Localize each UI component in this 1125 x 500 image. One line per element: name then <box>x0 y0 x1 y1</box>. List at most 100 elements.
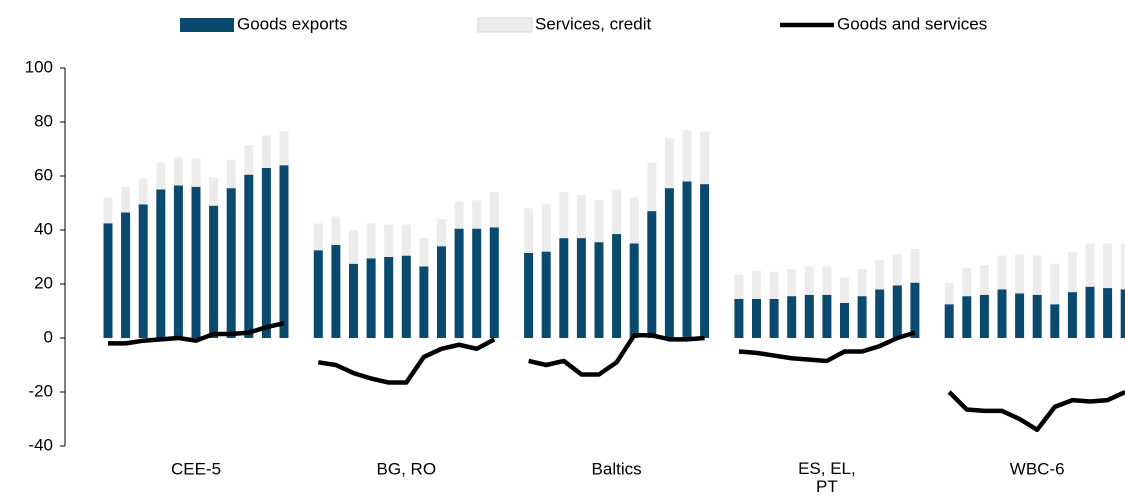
bar-segment <box>366 258 376 338</box>
bar-segment <box>279 131 289 166</box>
bar-segment <box>524 208 534 253</box>
bar-segment <box>401 255 411 338</box>
bar-segment <box>594 242 604 338</box>
bar-segment <box>1085 286 1095 338</box>
legend-swatch <box>477 17 533 33</box>
bar-segment <box>524 252 534 338</box>
bar-segment <box>366 223 376 259</box>
bar-segment <box>892 254 902 286</box>
bar-segment <box>559 192 569 239</box>
bar-segment <box>559 238 569 338</box>
line-series <box>108 320 285 346</box>
y-tick-label: 0 <box>44 327 53 346</box>
bar-segment <box>629 243 639 338</box>
bar-segment <box>752 270 761 299</box>
bar-segment <box>979 265 989 295</box>
bar-segment <box>1015 293 1025 338</box>
y-tick-label: 60 <box>34 165 53 184</box>
bar-segment <box>734 298 744 338</box>
bar-segment <box>647 162 657 212</box>
bar-segment <box>173 157 183 186</box>
bar-segment <box>1015 254 1025 294</box>
bar-segment <box>313 223 323 251</box>
bar-segment <box>1050 304 1060 338</box>
bar-segment <box>576 238 586 338</box>
x-category-label-line: ES, EL, <box>798 459 856 478</box>
bar-segment <box>419 266 429 338</box>
bar-segment <box>594 200 604 243</box>
bar-segment <box>979 294 989 338</box>
x-category-label: ES, EL, PT <box>798 459 856 496</box>
bar-segment <box>156 189 166 338</box>
bar-segment <box>472 228 482 338</box>
bar-segment <box>173 185 183 338</box>
bar-segment <box>209 205 219 338</box>
bar-segment <box>804 266 814 295</box>
bar-segment <box>840 277 849 303</box>
bar-segment <box>944 282 954 305</box>
bar-segment <box>138 204 148 338</box>
bar-segment <box>1120 289 1125 338</box>
bar-segment <box>156 162 166 190</box>
bar-segment <box>682 130 692 182</box>
bar-segment <box>734 274 744 299</box>
bar-segment <box>244 144 254 175</box>
bar-segment <box>962 267 972 297</box>
bar-segment <box>454 201 464 229</box>
bar-segment <box>629 197 639 244</box>
bar-segment <box>1067 292 1077 338</box>
bar-segment <box>226 159 236 189</box>
bar-segment <box>454 228 464 338</box>
bar-segment <box>892 285 902 338</box>
bar-segment <box>997 289 1007 338</box>
bar-segment <box>700 184 710 338</box>
bar-segment <box>857 296 867 338</box>
legend-label: Goods exports <box>237 14 348 33</box>
legend-label: Services, credit <box>535 14 651 33</box>
bar-segment <box>261 135 271 168</box>
bar-segment <box>1032 255 1042 295</box>
bar-segment <box>331 216 341 245</box>
x-category-label: WBC-6 <box>1010 459 1065 478</box>
bar-segment <box>349 230 358 264</box>
bar-segment <box>1120 243 1125 290</box>
bar-segment <box>103 197 113 224</box>
bar-segment <box>944 304 954 338</box>
bar-segment <box>910 248 920 283</box>
bar-segment <box>191 186 201 338</box>
bar-segment <box>541 251 551 338</box>
bar-segment <box>910 282 920 338</box>
bar-segment <box>279 165 289 338</box>
bar-segment <box>1103 288 1113 338</box>
bar-segment <box>962 296 972 338</box>
bar-segment <box>576 194 586 239</box>
bar-segment <box>244 174 254 338</box>
bar-segment <box>840 302 849 338</box>
line-series <box>947 389 1125 433</box>
bar-segment <box>1050 263 1060 305</box>
bar-segment <box>313 250 323 338</box>
bar-segment <box>191 158 201 187</box>
bar-segment <box>822 266 832 295</box>
bar-segment <box>1067 251 1077 293</box>
bar-segment <box>541 204 551 252</box>
bar-segment <box>664 188 674 338</box>
bar-segment <box>752 298 761 338</box>
x-category-label: Baltics <box>592 459 642 478</box>
bar-segment <box>822 294 832 338</box>
bar-segment <box>437 246 446 338</box>
bar-segment <box>612 189 622 235</box>
bar-segment <box>682 181 692 338</box>
bar-segment <box>804 294 814 338</box>
bar-segment <box>875 259 885 290</box>
bar-segment <box>401 224 411 256</box>
bar-segment <box>489 192 499 228</box>
bar-segment <box>384 257 394 338</box>
x-category-label: BG, RO <box>377 459 437 478</box>
bar-segment <box>787 269 797 297</box>
bar-segment <box>612 234 622 338</box>
y-tick-label: 40 <box>34 219 53 238</box>
bar-segment <box>261 167 271 338</box>
